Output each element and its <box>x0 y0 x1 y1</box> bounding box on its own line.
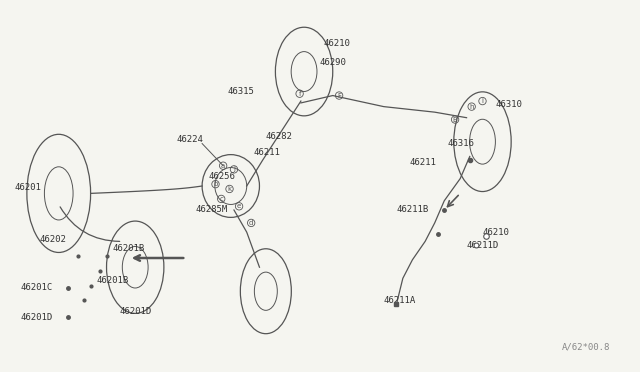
Text: j: j <box>233 166 235 172</box>
Text: 46211D: 46211D <box>467 241 499 250</box>
Text: i: i <box>481 98 483 104</box>
Text: h: h <box>469 104 474 110</box>
Text: A/62*00.8: A/62*00.8 <box>562 342 611 351</box>
Text: 46201D: 46201D <box>20 312 52 321</box>
Text: F: F <box>337 93 341 99</box>
Text: 46316: 46316 <box>447 139 474 148</box>
Text: d: d <box>249 220 253 226</box>
Text: 46224: 46224 <box>177 135 204 144</box>
Text: 46201C: 46201C <box>20 283 52 292</box>
Text: 46285M: 46285M <box>196 205 228 215</box>
Text: 46201D: 46201D <box>119 307 152 316</box>
Text: 46211A: 46211A <box>384 296 416 305</box>
Text: 46310: 46310 <box>495 100 522 109</box>
Text: B: B <box>452 116 458 122</box>
Text: 46290: 46290 <box>320 58 347 67</box>
Text: 46210: 46210 <box>323 39 350 48</box>
Text: k: k <box>227 186 232 192</box>
Text: 46256: 46256 <box>209 172 236 181</box>
Text: f: f <box>298 91 301 97</box>
Text: 46282: 46282 <box>266 132 292 141</box>
Text: 46315: 46315 <box>228 87 255 96</box>
Text: 46201B: 46201B <box>97 276 129 285</box>
Text: 46210: 46210 <box>483 228 509 237</box>
Text: a: a <box>221 163 225 169</box>
Text: b: b <box>213 181 218 187</box>
Text: e: e <box>237 203 241 209</box>
Text: 46211: 46211 <box>253 148 280 157</box>
Text: c: c <box>220 196 223 202</box>
Text: 46211B: 46211B <box>396 205 429 215</box>
Text: 46211: 46211 <box>409 157 436 167</box>
Text: 46202: 46202 <box>40 235 67 244</box>
Text: 46201: 46201 <box>14 183 41 192</box>
Text: 46201B: 46201B <box>113 244 145 253</box>
